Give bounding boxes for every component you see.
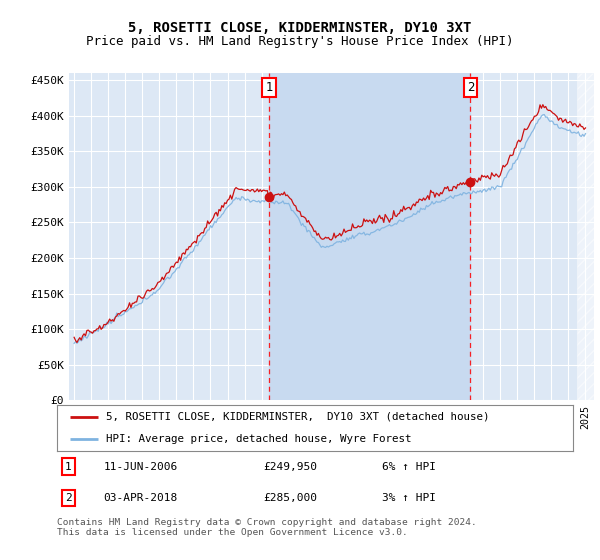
Text: 5, ROSETTI CLOSE, KIDDERMINSTER,  DY10 3XT (detached house): 5, ROSETTI CLOSE, KIDDERMINSTER, DY10 3X… — [106, 412, 490, 422]
Text: Contains HM Land Registry data © Crown copyright and database right 2024.
This d: Contains HM Land Registry data © Crown c… — [57, 518, 477, 538]
Text: £285,000: £285,000 — [263, 493, 317, 503]
Text: 2: 2 — [65, 493, 71, 503]
Text: 5, ROSETTI CLOSE, KIDDERMINSTER, DY10 3XT: 5, ROSETTI CLOSE, KIDDERMINSTER, DY10 3X… — [128, 21, 472, 35]
Text: 3% ↑ HPI: 3% ↑ HPI — [382, 493, 436, 503]
Text: 03-APR-2018: 03-APR-2018 — [103, 493, 178, 503]
Bar — [269, 73, 470, 400]
Text: 1: 1 — [265, 81, 273, 94]
Text: HPI: Average price, detached house, Wyre Forest: HPI: Average price, detached house, Wyre… — [106, 434, 412, 444]
Text: 1: 1 — [65, 461, 71, 472]
Text: Price paid vs. HM Land Registry's House Price Index (HPI): Price paid vs. HM Land Registry's House … — [86, 35, 514, 48]
Text: £249,950: £249,950 — [263, 461, 317, 472]
Bar — [577, 73, 594, 400]
Text: 11-JUN-2006: 11-JUN-2006 — [103, 461, 178, 472]
Text: 6% ↑ HPI: 6% ↑ HPI — [382, 461, 436, 472]
Text: 2: 2 — [467, 81, 474, 94]
